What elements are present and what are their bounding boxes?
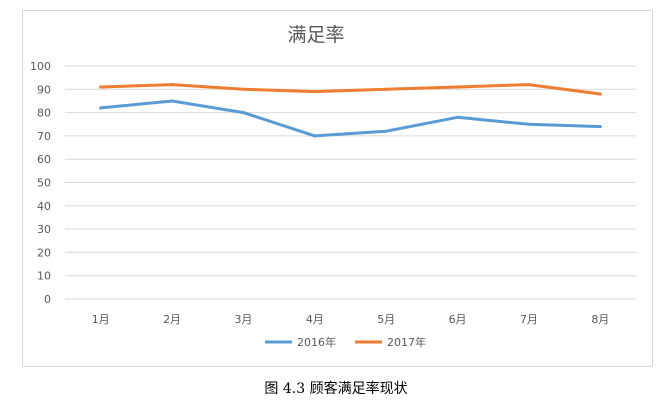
x-tick-label: 4月 [306,313,324,326]
x-tick-label: 8月 [591,313,609,326]
figure-caption: 图 4.3 顾客满足率现状 [264,381,408,397]
legend-label: 2016年 [297,335,336,349]
series-line-1 [99,83,602,96]
data-point [313,134,317,138]
x-tick-label: 3月 [234,313,252,326]
gridlines [65,65,636,300]
data-point [241,87,245,91]
legend: 2016年 2017年 [265,335,426,349]
data-point [241,111,245,115]
y-tick-label: 40 [37,200,51,213]
data-point [527,83,531,87]
data-point [384,129,388,133]
data-point [99,85,103,89]
y-tick-label: 100 [30,60,51,73]
y-tick-label: 30 [37,223,51,236]
y-tick-label: 50 [37,177,51,190]
data-point [598,92,602,96]
data-point [384,87,388,91]
data-point [170,83,174,87]
y-tick-label: 10 [37,270,51,283]
y-tick-label: 0 [44,293,51,306]
legend-label: 2017年 [387,335,426,349]
y-tick-label: 70 [37,130,51,143]
x-tick-label: 2月 [163,313,181,326]
x-tick-label: 6月 [449,313,467,326]
y-tick-label: 80 [37,107,51,120]
series-line-0 [99,99,602,138]
x-tick-label: 7月 [520,313,538,326]
y-tick-label: 60 [37,153,51,166]
x-tick-label: 1月 [92,313,110,326]
data-point [527,122,531,126]
y-tick-label: 90 [37,83,51,96]
data-point [456,115,460,119]
data-point [99,106,103,110]
chart-frame [22,10,653,367]
data-point [456,85,460,89]
series-lines [99,83,602,138]
chart-title: 满足率 [287,24,344,46]
data-point [170,99,174,103]
x-tick-label: 5月 [377,313,395,326]
y-tick-label: 20 [37,246,51,259]
data-point [313,90,317,94]
x-axis-tick-labels: 1月 2月 3月 4月 5月 6月 7月 8月 [92,313,610,326]
data-point [598,125,602,129]
